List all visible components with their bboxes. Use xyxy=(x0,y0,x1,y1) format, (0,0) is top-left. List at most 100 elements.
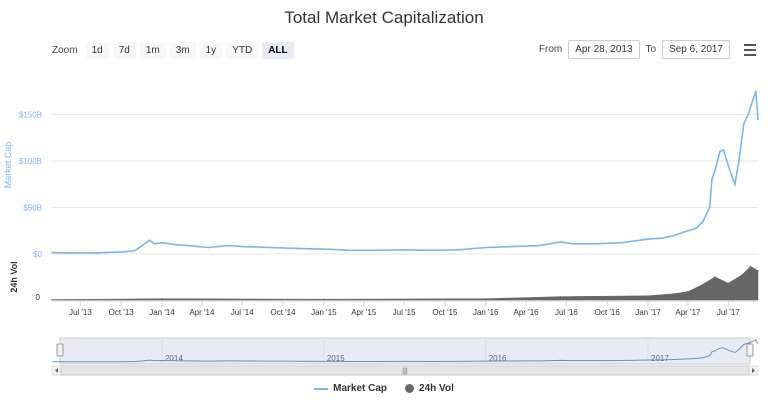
volume-point xyxy=(714,276,716,278)
to-label: To xyxy=(645,44,657,55)
market-cap-point xyxy=(349,249,351,252)
x-tick-label: Jan '14 xyxy=(149,308,175,317)
market-cap-point xyxy=(134,249,136,252)
navigator-mask xyxy=(59,337,751,365)
market-cap-point xyxy=(538,244,541,247)
zoom-selector: Zoom 1d 7d 1m 3m 1y YTD ALL xyxy=(52,42,294,59)
x-tick-label: Jul '17 xyxy=(717,308,740,317)
market-cap-point xyxy=(268,246,271,249)
navigator-handle[interactable] xyxy=(746,343,754,357)
x-tick-label: Oct '14 xyxy=(270,308,296,317)
market-cap-point xyxy=(51,251,53,254)
market-cap-point xyxy=(66,252,68,254)
market-cap-point xyxy=(702,220,704,223)
scroll-left-arrow-icon[interactable] xyxy=(55,368,58,373)
legend-item-volume[interactable]: 24h Vol xyxy=(405,383,454,394)
market-cap-point xyxy=(559,241,562,243)
zoom-7d-button[interactable]: 7d xyxy=(112,42,136,59)
market-cap-point xyxy=(207,246,209,249)
zoom-1m-button[interactable]: 1m xyxy=(139,42,166,59)
market-cap-point xyxy=(695,227,698,229)
market-cap-point xyxy=(430,249,433,252)
zoom-label: Zoom xyxy=(52,45,78,56)
x-tick-label: Oct '13 xyxy=(109,308,135,317)
line-swatch-icon xyxy=(314,387,329,390)
legend-label-volume: 24h Vol xyxy=(419,383,454,394)
market-cap-point xyxy=(120,251,122,253)
dot-swatch-icon xyxy=(405,384,415,393)
scrollbar-thumb[interactable] xyxy=(60,365,750,376)
x-tick-label: Apr '16 xyxy=(514,308,540,317)
x-tick-label: Apr '15 xyxy=(351,308,377,317)
x-tick-label: Jan '15 xyxy=(311,308,337,317)
market-cap-point xyxy=(738,160,740,162)
chart-title: Total Market Capitalization xyxy=(284,8,484,27)
navigator-handle[interactable] xyxy=(56,343,64,357)
market-cap-point xyxy=(148,239,151,241)
market-cap-point xyxy=(754,90,757,93)
zoom-1y-button[interactable]: 1y xyxy=(199,42,223,59)
navigator-year-label: 2016 xyxy=(489,354,507,363)
volume-point xyxy=(687,291,689,293)
volume-point xyxy=(51,298,53,301)
market-cap-point xyxy=(228,244,230,247)
market-cap-point xyxy=(457,249,460,251)
x-tick-label: Oct '16 xyxy=(595,308,621,317)
y-tick-label: $0 xyxy=(33,250,42,259)
y-tick-label: $50B xyxy=(23,204,42,213)
to-date-input[interactable]: Sep 6, 2017 xyxy=(662,40,730,59)
market-cap-point xyxy=(174,243,177,246)
volume-point xyxy=(323,298,325,300)
market-cap-point xyxy=(329,248,331,251)
navigator-year-label: 2015 xyxy=(327,354,345,363)
from-date-input[interactable]: Apr 28, 2013 xyxy=(568,40,640,59)
chart-legend: Market Cap 24h Vol xyxy=(0,383,768,394)
volume-area xyxy=(51,266,759,301)
x-tick-label: Jul '14 xyxy=(231,308,254,317)
market-cap-point xyxy=(719,150,721,153)
market-cap-point xyxy=(142,243,145,246)
x-tick-label: Apr '14 xyxy=(189,308,215,317)
market-cap-point xyxy=(747,113,750,116)
hamburger-menu-icon[interactable] xyxy=(744,44,756,59)
x-tick-label: Jul '15 xyxy=(393,308,416,317)
x-tick-label: Jan '17 xyxy=(635,308,661,317)
y-tick-label: $100B xyxy=(19,157,42,166)
market-cap-point xyxy=(187,244,189,247)
zoom-1d-button[interactable]: 1d xyxy=(85,42,109,59)
market-cap-point xyxy=(743,123,745,125)
market-cap-point xyxy=(93,251,95,254)
market-cap-point xyxy=(647,238,649,240)
volume-axis-title: 24h Vol xyxy=(9,261,19,292)
from-label: From xyxy=(538,44,563,55)
volume-point xyxy=(647,295,649,297)
volume-point xyxy=(727,282,729,284)
x-tick-label: Apr '17 xyxy=(675,308,701,317)
volume-point xyxy=(749,265,752,267)
volume-tick-label: 0 xyxy=(36,293,41,302)
market-cap-point xyxy=(161,242,163,244)
volume-point xyxy=(560,296,562,298)
market-cap-point xyxy=(153,242,156,245)
market-cap-point xyxy=(484,246,487,249)
market-cap-point xyxy=(734,183,736,186)
scrollbar-grip-icon: ||| xyxy=(402,368,408,375)
x-tick-label: Jan '16 xyxy=(473,308,499,317)
x-tick-label: Jul '16 xyxy=(555,308,578,317)
navigator-year-label: 2017 xyxy=(651,354,669,363)
market-cap-point xyxy=(593,242,595,245)
navigator-series-line xyxy=(52,339,759,363)
scroll-right-arrow-icon[interactable] xyxy=(752,368,755,373)
zoom-all-button[interactable]: ALL xyxy=(262,42,294,59)
zoom-ytd-button[interactable]: YTD xyxy=(226,42,259,59)
date-range: From Apr 28, 2013 To Sep 6, 2017 xyxy=(539,40,730,59)
market-cap-point xyxy=(571,242,574,245)
volume-point xyxy=(741,274,743,276)
x-tick-label: Jul '13 xyxy=(69,308,92,317)
y-tick-label: $150B xyxy=(19,111,42,120)
legend-item-market-cap[interactable]: Market Cap xyxy=(314,383,387,394)
zoom-3m-button[interactable]: 3m xyxy=(169,42,196,59)
navigator-year-label: 2014 xyxy=(165,354,183,363)
market-cap-point xyxy=(722,149,725,151)
